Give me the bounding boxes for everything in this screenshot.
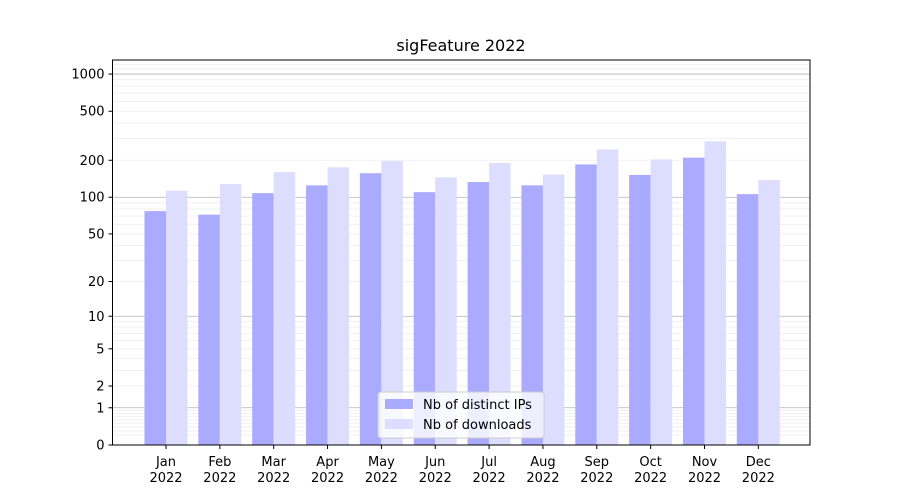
y-tick-label: 200 — [80, 154, 105, 169]
y-tick-label: 5 — [96, 342, 104, 357]
bar-distinct-ips — [521, 185, 543, 446]
x-tick-label-year: 2022 — [742, 471, 775, 486]
y-tick-label: 0 — [96, 439, 104, 454]
y-tick-label: 10 — [88, 310, 105, 325]
bar-downloads — [435, 177, 457, 445]
x-tick-label-month: Feb — [208, 455, 231, 470]
x-tick-label-year: 2022 — [688, 471, 721, 486]
bar-distinct-ips — [359, 173, 382, 445]
x-tick-label-year: 2022 — [634, 471, 667, 486]
x-tick-label-year: 2022 — [580, 471, 613, 486]
bar-distinct-ips — [736, 194, 759, 445]
bar-distinct-ips — [575, 164, 597, 446]
x-tick-label-year: 2022 — [203, 471, 236, 486]
x-tick-label-year: 2022 — [257, 471, 290, 486]
bar-downloads — [489, 163, 511, 446]
x-tick-label-month: Apr — [316, 455, 339, 470]
x-tick-label-month: Oct — [639, 455, 661, 470]
x-tick-label-month: Nov — [692, 455, 718, 470]
chart-title: sigFeature 2022 — [396, 36, 525, 55]
y-tick-label: 100 — [80, 191, 105, 206]
x-tick-label-month: Sep — [585, 455, 610, 470]
x-tick-label-month: Jul — [480, 455, 497, 470]
x-tick-label-month: May — [368, 455, 395, 470]
bar-downloads — [219, 184, 242, 445]
legend-swatch — [385, 419, 413, 429]
y-tick-label: 20 — [88, 275, 105, 290]
y-tick-label: 50 — [88, 227, 105, 242]
x-tick-label-year: 2022 — [311, 471, 344, 486]
x-tick-label-month: Jan — [155, 455, 176, 470]
x-tick-label-month: Aug — [530, 455, 555, 470]
bar-downloads — [650, 159, 673, 445]
plot-frame — [112, 59, 811, 446]
bar-downloads — [596, 149, 619, 445]
x-tick-label-month: Dec — [746, 455, 771, 470]
bar-downloads — [704, 141, 726, 445]
y-tick-label: 500 — [80, 105, 105, 120]
bar-downloads — [273, 172, 296, 446]
bar-distinct-ips — [629, 174, 651, 445]
x-tick-label-year: 2022 — [473, 471, 506, 486]
bar-distinct-ips — [683, 157, 705, 445]
x-tick-label-year: 2022 — [419, 471, 452, 486]
y-tick-label: 1000 — [71, 68, 104, 83]
bar-downloads — [327, 167, 350, 445]
bar-downloads — [166, 190, 188, 445]
bar-downloads — [542, 174, 565, 446]
legend-swatch — [385, 399, 413, 409]
bar-distinct-ips — [198, 214, 220, 445]
x-tick-label-year: 2022 — [526, 471, 559, 486]
bar-downloads — [758, 180, 780, 445]
bar-downloads — [381, 161, 403, 445]
legend-label: Nb of distinct IPs — [423, 398, 532, 413]
bar-distinct-ips — [144, 211, 166, 445]
legend-box — [377, 391, 545, 439]
legend-label: Nb of downloads — [423, 418, 532, 433]
bar-distinct-ips — [413, 192, 436, 445]
x-tick-label-month: Jun — [424, 455, 445, 470]
x-tick-label-year: 2022 — [365, 471, 398, 486]
bar-distinct-ips — [252, 193, 274, 445]
bar-distinct-ips — [306, 185, 328, 446]
y-tick-label: 1 — [96, 401, 104, 416]
x-tick-label-month: Mar — [261, 455, 286, 470]
bar-distinct-ips — [467, 182, 490, 445]
x-tick-label-year: 2022 — [149, 471, 182, 486]
y-tick-label: 2 — [96, 380, 104, 395]
